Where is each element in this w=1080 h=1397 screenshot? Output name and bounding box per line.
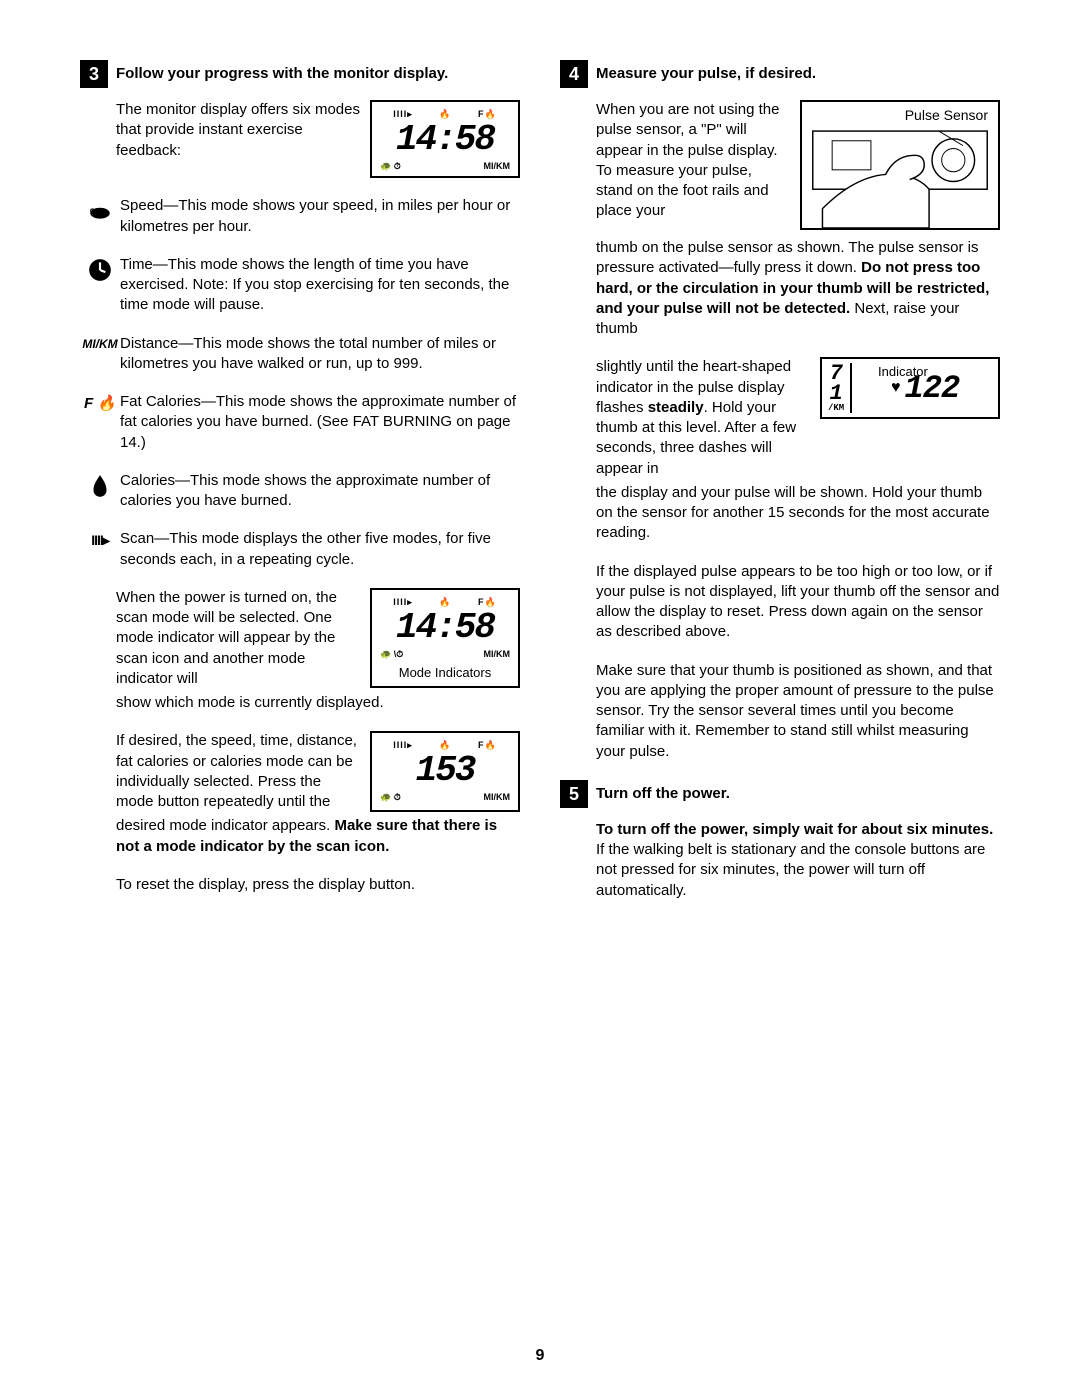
- lcd-display-2: IIII▸🔥F🔥 14:58 🐢 \⏱MI/KM Mode Indicators: [370, 588, 520, 688]
- pulse-para3: the display and your pulse will be shown…: [596, 483, 1000, 544]
- step-4-title: Measure your pulse, if desired.: [596, 60, 816, 84]
- page-number: 9: [536, 1345, 545, 1367]
- select-para-row: If desired, the speed, time, distance, f…: [116, 731, 520, 812]
- step-5-title: Turn off the power.: [596, 780, 730, 804]
- right-column: 4 Measure your pulse, if desired. When y…: [560, 60, 1000, 919]
- pulse-sensor-diagram: Pulse Sensor: [800, 100, 1000, 230]
- step-4-badge: 4: [560, 60, 588, 88]
- lcd-display-1: IIII▸🔥F🔥 14:58 🐢 ⏱MI/KM: [370, 100, 520, 178]
- lcd1-digits: 14:58: [380, 122, 510, 158]
- pulse-intro-text: When you are not using the pulse sensor,…: [596, 100, 790, 222]
- step-5-badge: 5: [560, 780, 588, 808]
- power-bold: To turn off the power, simply wait for a…: [596, 821, 993, 838]
- pulse-para4: If the displayed pulse appears to be too…: [596, 562, 1000, 643]
- mode-time-text: Time—This mode shows the length of time …: [120, 255, 520, 316]
- sensor-label: Pulse Sensor: [905, 108, 988, 123]
- mode-scan-text: Scan—This mode displays the other five m…: [120, 529, 520, 570]
- pulse-km: /KM: [828, 404, 844, 412]
- indicator-label: Indicator: [878, 363, 928, 381]
- page-columns: 3 Follow your progress with the monitor …: [80, 60, 1000, 919]
- mode-distance-text: Distance—This mode shows the total numbe…: [120, 334, 520, 375]
- power-off-text: To turn off the power, simply wait for a…: [596, 820, 1000, 901]
- lcd3-digits: 153: [380, 753, 510, 789]
- pulse-para5: Make sure that your thumb is positioned …: [596, 661, 1000, 762]
- monitor-intro-text: The monitor display offers six modes tha…: [116, 100, 360, 161]
- mode-speed-text: Speed—This mode shows your speed, in mil…: [120, 196, 520, 237]
- step-5-header: 5 Turn off the power.: [560, 780, 1000, 808]
- step-4-header: 4 Measure your pulse, if desired.: [560, 60, 1000, 88]
- speed-icon: [80, 196, 120, 224]
- step-3-header: 3 Follow your progress with the monitor …: [80, 60, 520, 88]
- mode-speed: Speed—This mode shows your speed, in mil…: [80, 196, 520, 237]
- mode-time: Time—This mode shows the length of time …: [80, 255, 520, 316]
- select-para-text: If desired, the speed, time, distance, f…: [116, 731, 360, 812]
- mode-cal-text: Calories—This mode shows the approximate…: [120, 471, 520, 512]
- scan-para-cont: show which mode is currently displayed.: [116, 693, 520, 713]
- pulse-indicator-row: slightly until the heart-shaped indicato…: [596, 357, 1000, 479]
- left-column: 3 Follow your progress with the monitor …: [80, 60, 520, 919]
- pulse-lcd: Indicator 7 1 /KM ♥ 122: [820, 357, 1000, 419]
- time-icon: [80, 255, 120, 283]
- mode-distance: MI/KM Distance—This mode shows the total…: [80, 334, 520, 375]
- monitor-intro-row: The monitor display offers six modes tha…: [116, 100, 520, 178]
- mikm-icon: MI/KM: [80, 334, 120, 352]
- lcd2-digits: 14:58: [380, 610, 510, 646]
- mode-fatcal-text: Fat Calories—This mode shows the approxi…: [120, 392, 520, 453]
- pulse-steadily: steadily: [648, 399, 704, 416]
- mode-scan: IIII▸ Scan—This mode displays the other …: [80, 529, 520, 570]
- step-3-title: Follow your progress with the monitor di…: [116, 60, 448, 84]
- power-rest: If the walking belt is stationary and th…: [596, 841, 985, 899]
- scan-para-row: When the power is turned on, the scan mo…: [116, 588, 520, 689]
- select-para-cont: desired mode indicator appears. Make sur…: [116, 816, 520, 857]
- reset-text: To reset the display, press the display …: [116, 875, 520, 895]
- fatcal-icon: F 🔥: [80, 392, 120, 414]
- scan-para-text: When the power is turned on, the scan mo…: [116, 588, 360, 689]
- select-cont1: desired mode indicator appears.: [116, 817, 334, 834]
- step-3-badge: 3: [80, 60, 108, 88]
- pulse-para2: slightly until the heart-shaped indicato…: [596, 357, 810, 479]
- mode-cal: Calories—This mode shows the approximate…: [80, 471, 520, 512]
- mode-fatcal: F 🔥 Fat Calories—This mode shows the app…: [80, 392, 520, 453]
- pulse-left-bot: 1: [830, 384, 843, 404]
- lcd-display-3: IIII▸🔥F🔥 153 🐢 ⏱MI/KM: [370, 731, 520, 812]
- scan-icon: IIII▸: [80, 529, 120, 550]
- pulse-cont-block: thumb on the pulse sensor as shown. The …: [596, 238, 1000, 339]
- lcd2-caption: Mode Indicators: [380, 664, 510, 682]
- pulse-intro-row: When you are not using the pulse sensor,…: [596, 100, 1000, 230]
- cal-icon: [80, 471, 120, 499]
